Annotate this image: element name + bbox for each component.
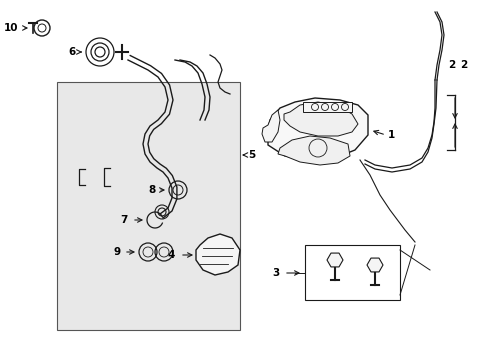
- Polygon shape: [262, 110, 280, 142]
- Polygon shape: [278, 136, 349, 165]
- Polygon shape: [284, 102, 357, 136]
- Text: 7: 7: [120, 215, 127, 225]
- Text: 3: 3: [271, 268, 279, 278]
- Bar: [57, 82, 240, 330]
- Text: 10: 10: [4, 23, 19, 33]
- Text: 1: 1: [387, 130, 394, 140]
- Text: 2: 2: [447, 60, 455, 70]
- Polygon shape: [267, 98, 367, 160]
- Polygon shape: [196, 234, 240, 275]
- Text: 9: 9: [114, 247, 121, 257]
- Text: 2: 2: [459, 60, 467, 70]
- Text: 6: 6: [68, 47, 75, 57]
- Text: 8: 8: [148, 185, 155, 195]
- Text: 5: 5: [247, 150, 255, 160]
- Polygon shape: [366, 258, 382, 272]
- Text: 4: 4: [168, 250, 175, 260]
- Polygon shape: [326, 253, 342, 267]
- Bar: [305, 245, 399, 300]
- Bar: [303, 102, 351, 112]
